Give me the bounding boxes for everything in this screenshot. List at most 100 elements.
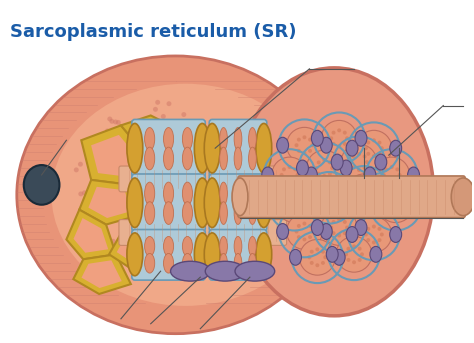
Ellipse shape <box>235 261 275 281</box>
Ellipse shape <box>382 173 386 177</box>
Ellipse shape <box>364 146 368 150</box>
Ellipse shape <box>319 196 323 200</box>
Ellipse shape <box>326 246 338 262</box>
Ellipse shape <box>248 236 256 256</box>
Ellipse shape <box>182 112 186 117</box>
Ellipse shape <box>352 260 356 264</box>
Ellipse shape <box>213 244 218 249</box>
Ellipse shape <box>380 233 384 236</box>
Ellipse shape <box>345 226 349 229</box>
Ellipse shape <box>145 147 155 170</box>
Ellipse shape <box>234 253 242 273</box>
Ellipse shape <box>308 235 312 239</box>
Ellipse shape <box>141 230 146 236</box>
Ellipse shape <box>372 240 376 245</box>
Ellipse shape <box>346 174 382 210</box>
Ellipse shape <box>75 223 80 228</box>
Ellipse shape <box>329 136 333 140</box>
Ellipse shape <box>205 261 245 281</box>
Ellipse shape <box>337 128 341 132</box>
Ellipse shape <box>277 137 289 153</box>
Ellipse shape <box>377 227 382 231</box>
Ellipse shape <box>366 238 370 242</box>
Ellipse shape <box>219 147 228 170</box>
Ellipse shape <box>100 223 105 228</box>
Ellipse shape <box>121 149 126 154</box>
Ellipse shape <box>372 138 376 142</box>
Ellipse shape <box>146 133 151 138</box>
Ellipse shape <box>182 182 192 205</box>
FancyBboxPatch shape <box>132 119 205 177</box>
Ellipse shape <box>351 154 356 158</box>
Ellipse shape <box>248 182 256 205</box>
Ellipse shape <box>322 190 326 194</box>
Ellipse shape <box>333 190 337 194</box>
Ellipse shape <box>306 150 342 186</box>
Ellipse shape <box>191 138 196 143</box>
Ellipse shape <box>336 184 348 200</box>
Ellipse shape <box>351 166 356 170</box>
Ellipse shape <box>256 123 272 173</box>
Ellipse shape <box>182 236 192 256</box>
Ellipse shape <box>201 217 206 222</box>
Ellipse shape <box>328 172 332 176</box>
Ellipse shape <box>171 261 210 281</box>
Ellipse shape <box>293 167 297 172</box>
Ellipse shape <box>341 144 377 180</box>
Ellipse shape <box>358 258 362 262</box>
Ellipse shape <box>346 226 358 243</box>
Ellipse shape <box>125 140 130 145</box>
FancyBboxPatch shape <box>209 229 267 280</box>
Ellipse shape <box>364 233 368 236</box>
Ellipse shape <box>151 191 155 196</box>
Ellipse shape <box>375 154 387 170</box>
Ellipse shape <box>356 184 360 188</box>
Ellipse shape <box>363 166 366 170</box>
Ellipse shape <box>127 123 143 173</box>
Ellipse shape <box>380 184 392 200</box>
Ellipse shape <box>310 250 314 254</box>
Ellipse shape <box>370 190 374 194</box>
FancyBboxPatch shape <box>119 220 287 245</box>
Ellipse shape <box>315 247 319 251</box>
Ellipse shape <box>377 152 382 156</box>
Ellipse shape <box>78 191 83 197</box>
Ellipse shape <box>308 224 312 228</box>
Ellipse shape <box>349 160 353 164</box>
Ellipse shape <box>356 196 360 199</box>
Ellipse shape <box>308 138 312 142</box>
Ellipse shape <box>234 182 242 205</box>
Ellipse shape <box>302 135 306 139</box>
Polygon shape <box>79 180 141 225</box>
Ellipse shape <box>272 157 308 193</box>
Ellipse shape <box>377 238 382 242</box>
Ellipse shape <box>364 167 376 183</box>
Ellipse shape <box>186 133 191 138</box>
Ellipse shape <box>219 253 228 273</box>
Ellipse shape <box>159 262 164 267</box>
Ellipse shape <box>384 179 388 182</box>
Ellipse shape <box>174 267 179 272</box>
Ellipse shape <box>390 226 401 243</box>
Ellipse shape <box>164 236 173 256</box>
Ellipse shape <box>327 188 331 192</box>
Ellipse shape <box>82 190 87 195</box>
Ellipse shape <box>262 167 273 183</box>
Ellipse shape <box>368 197 380 213</box>
Ellipse shape <box>277 187 312 223</box>
Ellipse shape <box>337 217 341 222</box>
Ellipse shape <box>295 173 300 177</box>
Ellipse shape <box>182 128 192 150</box>
Ellipse shape <box>219 128 228 150</box>
Ellipse shape <box>317 161 320 164</box>
Ellipse shape <box>159 199 164 204</box>
Ellipse shape <box>343 131 347 135</box>
Ellipse shape <box>196 215 201 221</box>
Ellipse shape <box>189 260 194 265</box>
Ellipse shape <box>388 208 392 212</box>
Ellipse shape <box>172 143 177 148</box>
Ellipse shape <box>277 224 289 239</box>
Ellipse shape <box>340 160 352 176</box>
Ellipse shape <box>310 261 314 265</box>
Ellipse shape <box>164 128 173 150</box>
